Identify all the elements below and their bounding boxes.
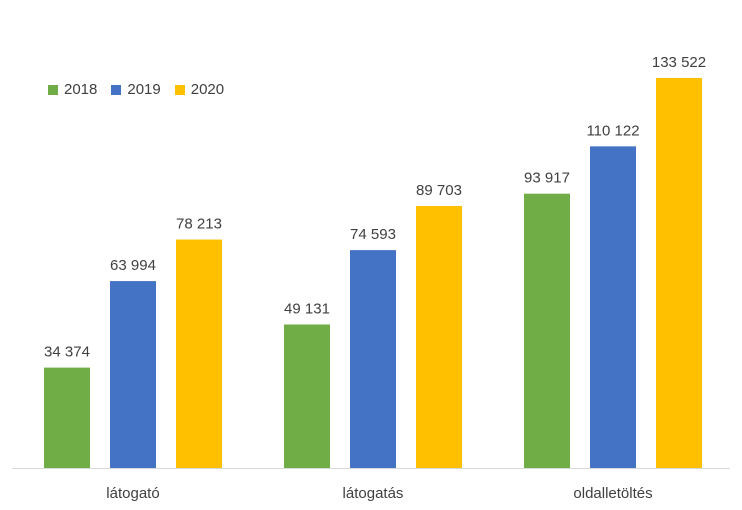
- legend: 2018 2019 2020: [48, 81, 224, 98]
- bar-2018-0: [44, 367, 90, 468]
- legend-label-2019: 2019: [127, 81, 161, 98]
- category-label-1: látogatás: [343, 485, 404, 502]
- data-label-2019-1: 74 593: [350, 226, 396, 243]
- category-label-2: oldalletöltés: [573, 485, 652, 502]
- data-label-2018-2: 93 917: [524, 170, 570, 187]
- data-label-2020-0: 78 213: [176, 216, 222, 233]
- bar-2018-2: [524, 193, 570, 468]
- legend-swatch-2020: [174, 84, 185, 95]
- legend-swatch-2019: [111, 84, 122, 95]
- data-label-2020-1: 89 703: [416, 182, 462, 199]
- bar-2019-0: [110, 281, 156, 468]
- legend-item-2019: 2019: [111, 81, 161, 98]
- data-label-2020-2: 133 522: [652, 54, 706, 71]
- legend-item-2018: 2018: [48, 81, 97, 98]
- category-label-0: látogató: [106, 485, 159, 502]
- data-label-2018-1: 49 131: [284, 300, 330, 317]
- bar-2019-1: [350, 250, 396, 468]
- legend-label-2018: 2018: [64, 81, 98, 98]
- data-label-2019-2: 110 122: [586, 122, 639, 139]
- legend-label-2020: 2020: [190, 81, 225, 98]
- bar-2020-1: [416, 205, 462, 468]
- bar-2020-2: [656, 78, 702, 468]
- legend-swatch-2018: [48, 84, 58, 95]
- bar-2020-0: [176, 239, 222, 468]
- data-label-2018-0: 34 374: [44, 344, 90, 361]
- bar-2018-1: [284, 324, 330, 468]
- bar-2019-2: [590, 146, 636, 469]
- legend-item-2020: 2020: [174, 81, 225, 98]
- data-label-2019-0: 63 994: [110, 257, 156, 274]
